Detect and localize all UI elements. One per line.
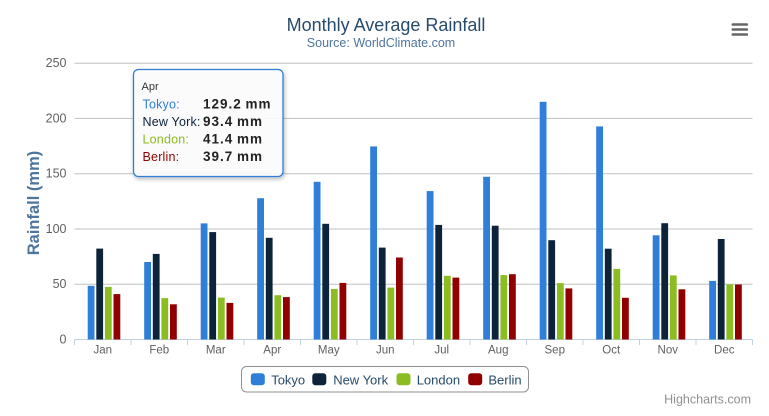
- svg-text:London: London: [417, 373, 460, 388]
- svg-text:Monthly Average Rainfall: Monthly Average Rainfall: [287, 15, 486, 35]
- svg-text:Oct: Oct: [602, 345, 621, 357]
- svg-text:41.4 mm: 41.4 mm: [203, 132, 263, 147]
- svg-text:200: 200: [46, 111, 67, 125]
- svg-text:Tokyo: Tokyo: [271, 373, 305, 388]
- svg-text:39.7 mm: 39.7 mm: [203, 149, 263, 164]
- svg-text:150: 150: [46, 167, 67, 181]
- svg-text:Berlin: Berlin: [488, 373, 521, 388]
- svg-text:250: 250: [46, 56, 67, 70]
- svg-text:London:: London:: [143, 133, 190, 147]
- svg-text:Apr: Apr: [142, 81, 159, 93]
- svg-text:New York: New York: [333, 373, 388, 388]
- svg-text:Source: WorldClimate.com: Source: WorldClimate.com: [307, 36, 455, 50]
- svg-text:New York:: New York:: [143, 115, 201, 129]
- svg-text:Feb: Feb: [149, 345, 169, 357]
- svg-text:Sep: Sep: [545, 345, 565, 357]
- svg-text:Dec: Dec: [714, 345, 735, 357]
- svg-text:Jul: Jul: [434, 345, 449, 357]
- svg-text:Jun: Jun: [376, 345, 395, 357]
- svg-text:Mar: Mar: [206, 345, 226, 357]
- svg-text:Tokyo:: Tokyo:: [143, 98, 180, 112]
- svg-text:Nov: Nov: [658, 345, 679, 357]
- svg-text:Highcharts.com: Highcharts.com: [664, 393, 751, 407]
- svg-text:100: 100: [46, 222, 67, 236]
- svg-text:Rainfall (mm): Rainfall (mm): [25, 151, 43, 256]
- svg-text:129.2 mm: 129.2 mm: [203, 97, 272, 112]
- svg-text:May: May: [318, 345, 340, 357]
- svg-text:Aug: Aug: [488, 345, 508, 357]
- svg-text:50: 50: [53, 277, 67, 291]
- svg-text:Jan: Jan: [93, 345, 112, 357]
- svg-text:Apr: Apr: [263, 345, 281, 357]
- svg-text:Berlin:: Berlin:: [143, 150, 180, 164]
- svg-text:0: 0: [60, 333, 67, 347]
- svg-text:93.4 mm: 93.4 mm: [203, 114, 263, 129]
